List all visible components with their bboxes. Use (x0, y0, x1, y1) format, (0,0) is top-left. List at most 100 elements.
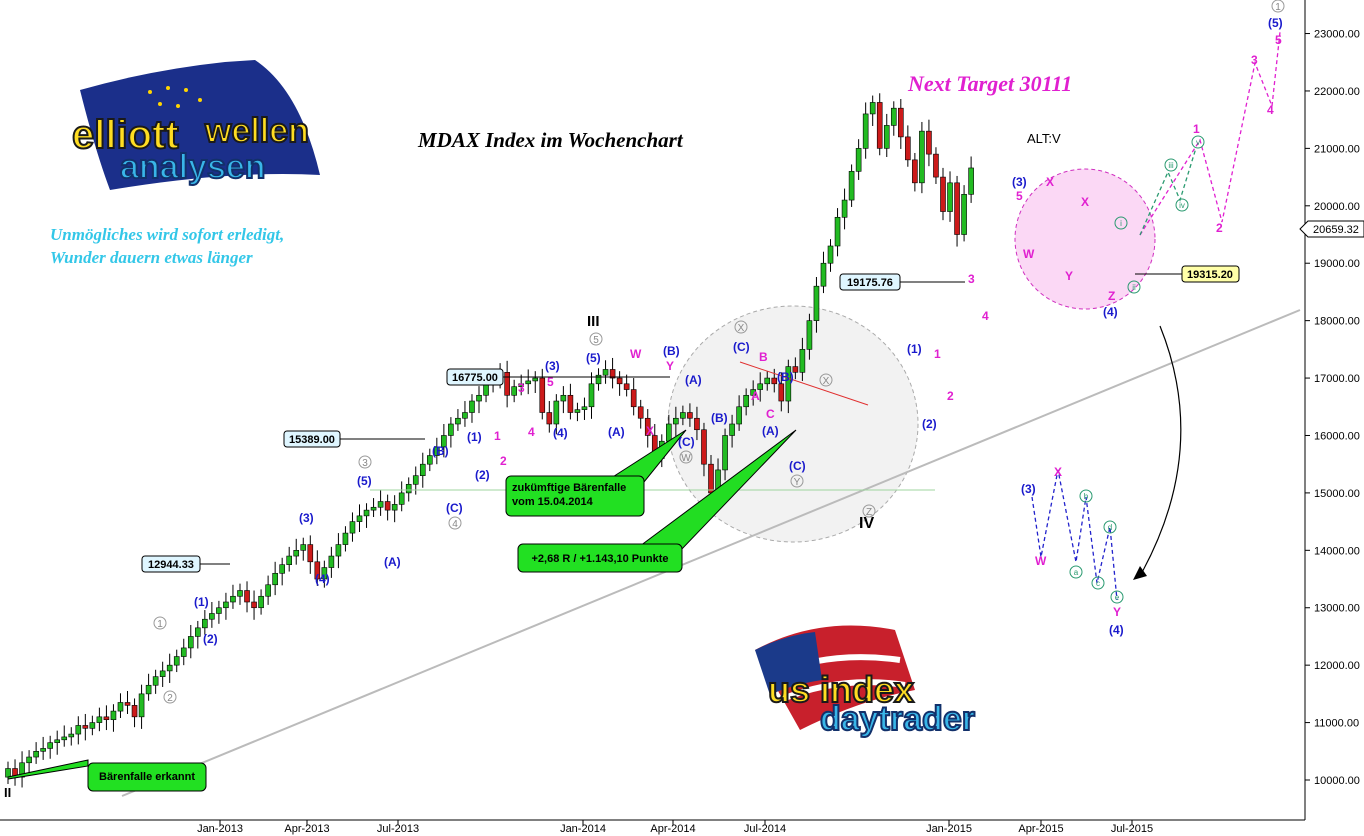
candle-body (771, 377, 778, 385)
level-label-19175: 19175.76 (839, 273, 901, 291)
svg-text:1: 1 (1275, 2, 1281, 13)
svg-text:(A): (A) (384, 555, 401, 569)
candle-body (419, 463, 426, 476)
candle-body (384, 501, 391, 511)
candle-body (912, 159, 918, 184)
svg-text:W: W (1035, 554, 1047, 568)
candle-body (286, 555, 293, 565)
candle-body (890, 107, 897, 126)
candle-body (40, 748, 46, 752)
candle-body (539, 377, 546, 413)
candle-body (370, 506, 377, 511)
x-tick-label: Jan-2014 (560, 823, 606, 835)
svg-text:(1): (1) (467, 430, 482, 444)
candle-body (434, 446, 440, 456)
x-tick-label: Apr-2013 (284, 823, 329, 835)
svg-text:(A): (A) (762, 424, 779, 438)
svg-text:us index: us index (768, 669, 914, 710)
candle-body (293, 550, 300, 557)
svg-text:4: 4 (528, 425, 535, 439)
candle-body (750, 389, 756, 396)
svg-text:(B): (B) (777, 370, 794, 384)
candle-body (307, 544, 314, 563)
projection-green (1139, 147, 1197, 236)
candle-body (321, 567, 328, 580)
candle-body (968, 167, 974, 195)
y-tick-label: 13000.00 (1314, 603, 1360, 615)
svg-text:a: a (1074, 568, 1079, 577)
candle-body (926, 130, 932, 155)
svg-text:iii: iii (1168, 161, 1174, 170)
candle-body (441, 435, 447, 448)
svg-text:X: X (823, 376, 830, 387)
svg-text:W: W (1023, 247, 1035, 261)
svg-text:A: A (751, 389, 760, 403)
candle-body (412, 475, 419, 485)
svg-text:2: 2 (947, 389, 954, 403)
projection-magenta (1139, 31, 1281, 236)
svg-text:(4): (4) (315, 572, 330, 586)
candle-body (567, 394, 574, 413)
svg-text:e: e (1115, 593, 1120, 602)
long-term-trendline (121, 309, 1301, 797)
candle-body (764, 377, 771, 385)
arrow-head (1133, 566, 1147, 580)
svg-text:III: III (587, 313, 600, 330)
y-tick-label: 20000.00 (1314, 201, 1360, 213)
y-tick-label: 15000.00 (1314, 488, 1360, 500)
svg-text:Y: Y (1065, 269, 1073, 283)
svg-text:(C): (C) (789, 459, 806, 473)
projection-blue (1031, 469, 1118, 601)
candle-body (919, 130, 925, 184)
candle-body (518, 383, 524, 387)
svg-text:5: 5 (1275, 33, 1282, 47)
candle-body (363, 509, 370, 517)
candle-body (940, 176, 946, 212)
candle-body (799, 349, 806, 373)
svg-text:c: c (1096, 579, 1100, 588)
svg-text:4: 4 (1267, 103, 1274, 117)
level-label-12944: 12944.33 (141, 555, 201, 573)
candle-body (244, 590, 250, 603)
candle-body (743, 394, 749, 408)
y-axis: 10000.00 11000.00 12000.00 13000.00 14000.00… (1299, 0, 1364, 820)
svg-text:(3): (3) (299, 511, 314, 525)
candle-body (729, 423, 735, 436)
callout-punkte: +2,68 R / +1.143,10 Punkte (517, 429, 797, 573)
svg-text:W: W (681, 453, 691, 464)
svg-text:d: d (1108, 523, 1112, 532)
elliott-wellen-logo: elliott wellen analysen (71, 60, 320, 190)
next-target-text: Next Target 30111 (907, 71, 1072, 96)
svg-text:2: 2 (500, 454, 507, 468)
svg-text:X: X (1081, 195, 1089, 209)
svg-text:(A): (A) (685, 373, 702, 387)
svg-text:20659.32: 20659.32 (1313, 224, 1359, 236)
svg-text:Y: Y (1113, 605, 1121, 619)
callout-zukuenftige-baerenfalle: zukümftige Bärenfalle vom 15.04.2014 (505, 429, 687, 517)
candle-body (202, 618, 208, 629)
candle-body (448, 423, 454, 436)
candle-body (623, 383, 630, 390)
y-tick-label: 21000.00 (1314, 143, 1360, 155)
y-tick-label: 11000.00 (1314, 718, 1359, 730)
candle-body (455, 417, 461, 425)
candle-body (694, 417, 700, 431)
candle-body (792, 366, 799, 373)
level-label-15389: 15389.00 (283, 430, 341, 448)
resistance-line (739, 361, 869, 406)
svg-text:1: 1 (494, 429, 501, 443)
candle-body (223, 601, 229, 609)
candle-body (110, 710, 117, 721)
candle-body (187, 636, 194, 649)
candle-body (230, 595, 236, 603)
y-tick-label: 23000.00 (1314, 29, 1360, 41)
candle-body (216, 607, 222, 614)
x-tick-label: Jul-2015 (1111, 823, 1153, 835)
svg-text:daytrader: daytrader (820, 700, 975, 738)
svg-text:(2): (2) (922, 417, 937, 431)
svg-text:v: v (1196, 138, 1200, 147)
svg-text:X: X (1054, 465, 1062, 479)
y-tick-label: 22000.00 (1314, 86, 1360, 98)
candle-body (602, 369, 609, 376)
candle-body (588, 383, 595, 408)
